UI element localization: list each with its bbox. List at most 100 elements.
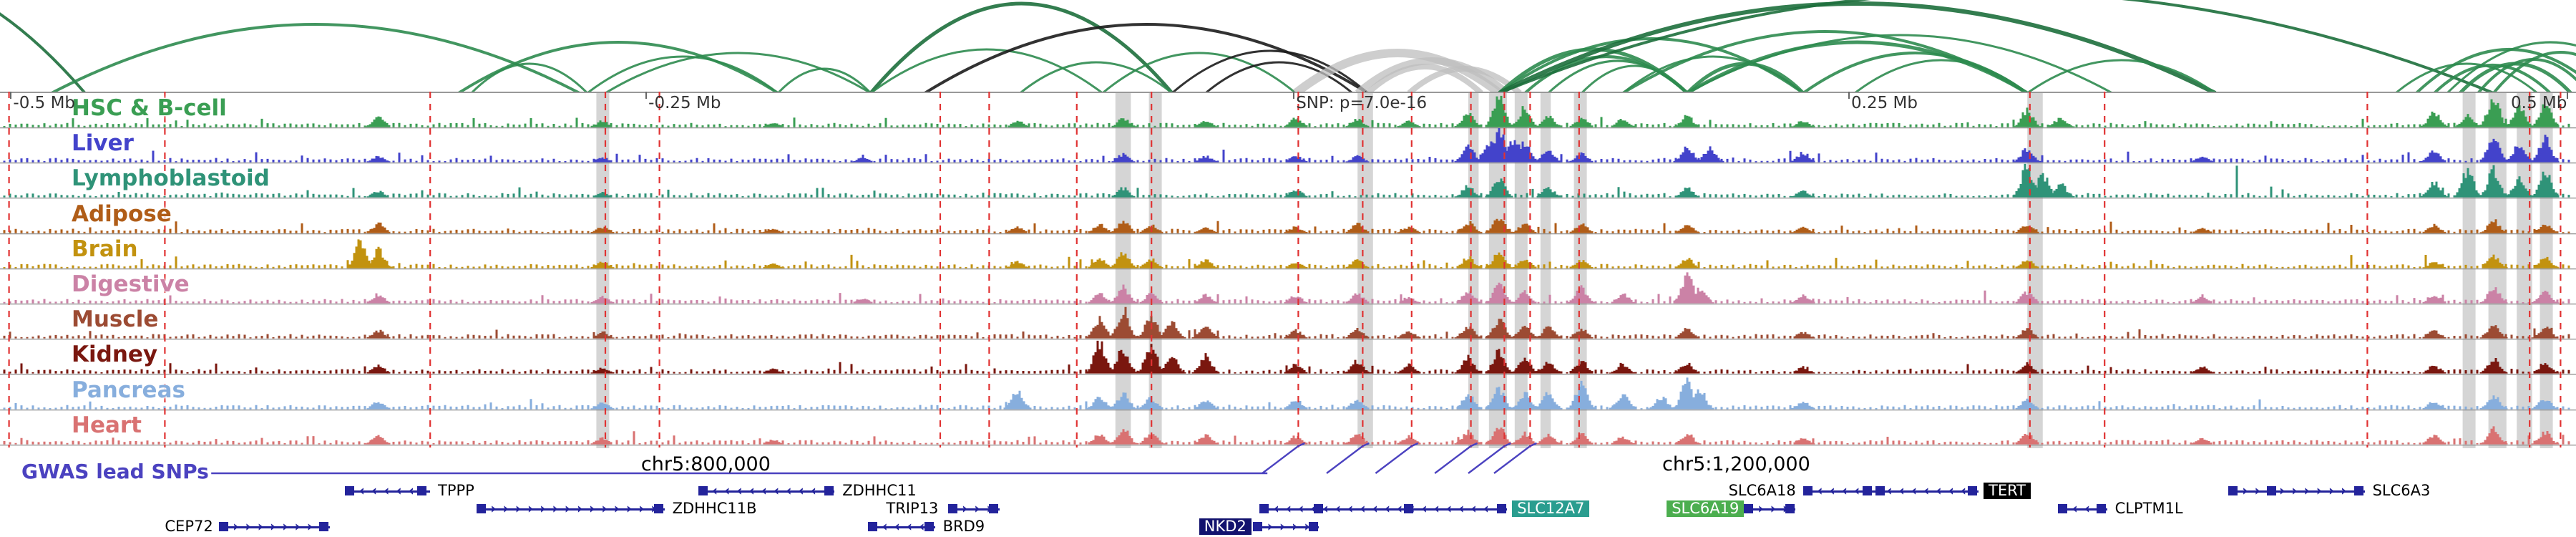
gene-label-trip13[interactable]: TRIP13 — [886, 500, 939, 517]
track-label-muscle[interactable]: Muscle — [72, 306, 159, 333]
interaction-arc — [869, 48, 1103, 93]
interaction-arc — [1622, 55, 1804, 93]
gene-nkd2[interactable]: ››››› — [1253, 518, 1319, 536]
gene-exon — [1968, 486, 1978, 495]
interaction-arc — [2433, 64, 2552, 93]
gene-body-line — [1873, 490, 1979, 493]
signal-track-lymphoblastoid[interactable] — [0, 163, 2576, 199]
track-label-kidney[interactable]: Kidney — [72, 342, 158, 368]
interaction-arc — [1686, 40, 2029, 93]
gene-trip13[interactable]: ›››› — [947, 500, 1000, 518]
gene-strand-arrows: ‹‹‹‹‹‹‹‹‹‹‹ — [699, 483, 834, 499]
gwas-snp-callout[interactable] — [1326, 445, 1364, 474]
gene-exon — [824, 486, 834, 495]
gene-body-line — [2228, 490, 2365, 493]
gene-label-tppp[interactable]: TPPP — [438, 482, 474, 499]
interaction-arc — [1204, 61, 1353, 93]
gene-label-slc6a3[interactable]: SLC6A3 — [2372, 482, 2431, 499]
gwas-track-label[interactable]: GWAS lead SNPs — [21, 460, 209, 483]
track-label-liver[interactable]: Liver — [72, 130, 134, 157]
gwas-snp-callout[interactable] — [1434, 445, 1472, 474]
highlight-band — [1357, 92, 1373, 448]
interaction-arc — [1171, 49, 1369, 93]
gene-exon — [345, 486, 355, 495]
highlight-band — [1540, 92, 1551, 448]
gene-body-line — [477, 508, 665, 511]
gene-brd9[interactable]: ‹‹‹‹‹ — [868, 518, 935, 536]
gene-strand-arrows: ›››› — [1745, 500, 1795, 517]
interaction-arc — [1687, 34, 2113, 93]
highlight-band — [2517, 92, 2532, 448]
gene-label-slc6a18[interactable]: SLC6A18 — [1728, 482, 1796, 499]
ruler-label: -0.25 Mb — [648, 94, 721, 112]
gwas-snp-callout[interactable] — [1468, 445, 1506, 474]
gene-tert[interactable]: ‹‹‹‹‹‹‹‹‹ — [1873, 483, 1979, 500]
gene-strand-arrows: ››››››››› — [220, 518, 328, 535]
interaction-arc — [51, 23, 580, 93]
gene-strand-arrows: ‹‹‹‹‹‹‹‹‹‹‹‹‹‹‹‹‹‹‹‹‹ — [1261, 500, 1506, 517]
gene-label-zdhhc11[interactable]: ZDHHC11 — [842, 482, 917, 499]
ruler-label: -0.5 Mb — [13, 94, 76, 112]
signal-track-heart[interactable] — [0, 410, 2576, 446]
gene-exon — [654, 504, 664, 513]
gene-cep72[interactable]: ››››››››› — [219, 518, 330, 536]
gene-label-slc6a19[interactable]: SLC6A19 — [1667, 500, 1745, 517]
gene-exon — [1803, 486, 1813, 495]
gene-body-line — [219, 526, 330, 528]
gene-body-line — [1803, 490, 1873, 493]
track-label-adipose[interactable]: Adipose — [72, 200, 172, 227]
interaction-arc — [470, 62, 588, 93]
gene-strand-arrows: ›››› — [949, 500, 998, 517]
track-label-heart[interactable]: Heart — [72, 412, 142, 438]
track-label-hsc-b-cell[interactable]: HSC & B-cell — [72, 95, 227, 121]
gene-slc6a18[interactable]: ‹‹‹‹‹‹ — [1803, 483, 1873, 500]
gene-label-clptm1l[interactable]: CLPTM1L — [2114, 500, 2183, 517]
gene-slc6a19[interactable]: ›››› — [1744, 500, 1796, 518]
signal-track-kidney[interactable] — [0, 339, 2576, 375]
track-label-pancreas[interactable]: Pancreas — [72, 377, 185, 403]
gene-exon — [1785, 504, 1795, 513]
gene-label-brd9[interactable]: BRD9 — [942, 518, 985, 535]
gene-body-line — [2058, 508, 2107, 511]
gene-tppp[interactable]: ‹‹‹‹‹‹‹ — [345, 483, 431, 500]
signal-track-adipose[interactable] — [0, 199, 2576, 235]
gene-slc6a3[interactable]: ››››››››››› — [2228, 483, 2365, 500]
signal-track-brain[interactable] — [0, 234, 2576, 270]
track-label-digestive[interactable]: Digestive — [72, 271, 190, 297]
gene-exon — [1308, 522, 1318, 531]
gene-label-slc12a7[interactable]: SLC12A7 — [1512, 500, 1590, 517]
gene-label-tert[interactable]: TERT — [1984, 483, 2031, 499]
gene-exon — [1259, 504, 1269, 513]
gene-strand-arrows: ››››› — [1254, 518, 1317, 535]
gwas-snp-callout[interactable] — [1493, 445, 1531, 474]
interaction-arc — [1293, 49, 1502, 93]
gene-exon — [417, 486, 427, 495]
track-label-lymphoblastoid[interactable]: Lymphoblastoid — [72, 165, 270, 192]
interaction-arc — [869, 1, 1174, 93]
gene-exon — [2228, 486, 2238, 495]
gene-clptm1l[interactable]: ‹‹‹‹ — [2058, 500, 2107, 518]
gwas-snp-callout[interactable] — [1262, 445, 1299, 474]
ruler-tick — [1293, 92, 1295, 99]
gene-strand-arrows: ‹‹‹‹‹‹‹ — [346, 483, 429, 499]
coordinate-label: chr5:800,000 — [640, 453, 771, 475]
signal-track-liver[interactable] — [0, 128, 2576, 164]
signal-track-pancreas[interactable] — [0, 375, 2576, 411]
gene-exon — [319, 522, 329, 531]
signal-track-digestive[interactable] — [0, 269, 2576, 305]
interaction-arc — [1407, 66, 1522, 93]
interaction-arc — [1101, 52, 1297, 93]
gene-body-line — [947, 508, 1000, 511]
gene-slc12a7[interactable]: ‹‹‹‹‹‹‹‹‹‹‹‹‹‹‹‹‹‹‹‹‹ — [1259, 500, 1507, 518]
gwas-snp-callout[interactable] — [1375, 445, 1413, 474]
gene-exon — [2354, 486, 2364, 495]
gene-label-cep72[interactable]: CEP72 — [165, 518, 213, 535]
gene-zdhhc11b[interactable]: ›››››››››››››››› — [477, 500, 665, 518]
gene-label-nkd2[interactable]: NKD2 — [1199, 518, 1252, 535]
interaction-arc — [2492, 51, 2576, 93]
track-label-brain[interactable]: Brain — [72, 236, 138, 262]
gene-exon — [1862, 486, 1872, 495]
gene-zdhhc11[interactable]: ‹‹‹‹‹‹‹‹‹‹‹ — [698, 483, 835, 500]
interaction-arc — [1498, 0, 2494, 93]
gene-label-zdhhc11b[interactable]: ZDHHC11B — [672, 500, 757, 517]
